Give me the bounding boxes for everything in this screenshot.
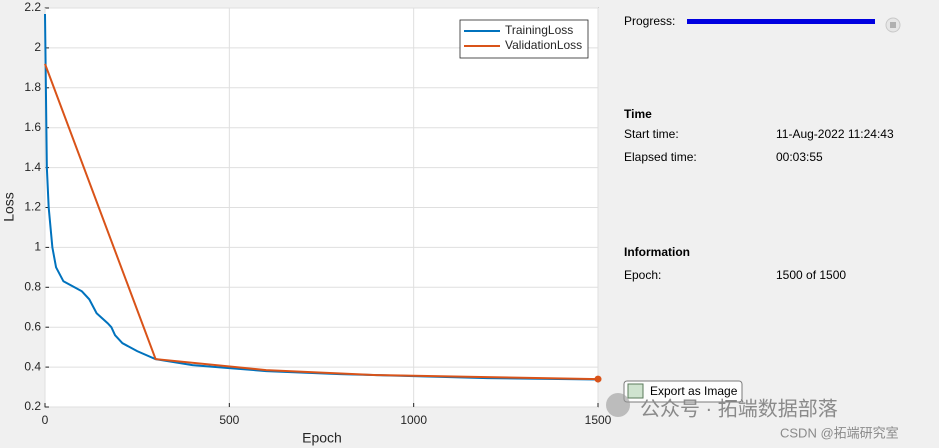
- field-value: 11-Aug-2022 11:24:43: [776, 127, 894, 141]
- y-tick-label: 2.2: [24, 0, 41, 14]
- x-tick-label: 0: [42, 413, 49, 427]
- x-tick-label: 1000: [400, 413, 427, 427]
- field-label: Epoch:: [624, 268, 661, 282]
- x-axis-label: Epoch: [302, 430, 342, 446]
- y-tick-label: 0.4: [24, 359, 41, 373]
- progress-label: Progress:: [624, 14, 675, 28]
- y-tick-label: 1: [34, 240, 41, 254]
- export-icon: [627, 383, 644, 399]
- section-heading: Information: [624, 245, 690, 259]
- y-tick-label: 0.6: [24, 319, 41, 333]
- y-tick-label: 1.2: [24, 200, 41, 214]
- watermark-sub: CSDN @拓端研究室: [780, 425, 899, 440]
- final-point: [594, 375, 602, 383]
- export-button[interactable]: [623, 380, 743, 403]
- field-value: 00:03:55: [776, 150, 823, 164]
- y-tick-label: 0.8: [24, 279, 41, 293]
- y-tick-label: 0.2: [24, 399, 41, 413]
- legend-box: [459, 19, 589, 59]
- y-tick-label: 1.8: [24, 80, 41, 94]
- legend-label: TrainingLoss: [505, 23, 573, 37]
- progress-bar: [687, 19, 875, 24]
- y-tick-label: 2: [34, 40, 41, 54]
- line-series: [44, 63, 599, 381]
- stop-icon: [890, 22, 896, 28]
- watermark: 公众号 · 拓端数据部落: [640, 397, 838, 420]
- info-panel: Progress: Time Start time: 11-Aug-2022 1…: [623, 14, 901, 403]
- section-heading: Time: [624, 107, 652, 121]
- y-tick-label: 1.6: [24, 120, 41, 134]
- field-label: Elapsed time:: [624, 150, 697, 164]
- y-axis-label: Loss: [1, 192, 17, 222]
- field-label: Start time:: [624, 127, 679, 141]
- field-value: 1500 of 1500: [776, 268, 846, 282]
- x-tick-label: 1500: [585, 413, 612, 427]
- watermark-icon: [606, 393, 630, 417]
- legend-label: ValidationLoss: [505, 38, 582, 52]
- y-tick-label: 1.4: [24, 160, 41, 174]
- export-button-label: Export as Image: [650, 384, 738, 398]
- x-tick-label: 500: [219, 413, 239, 427]
